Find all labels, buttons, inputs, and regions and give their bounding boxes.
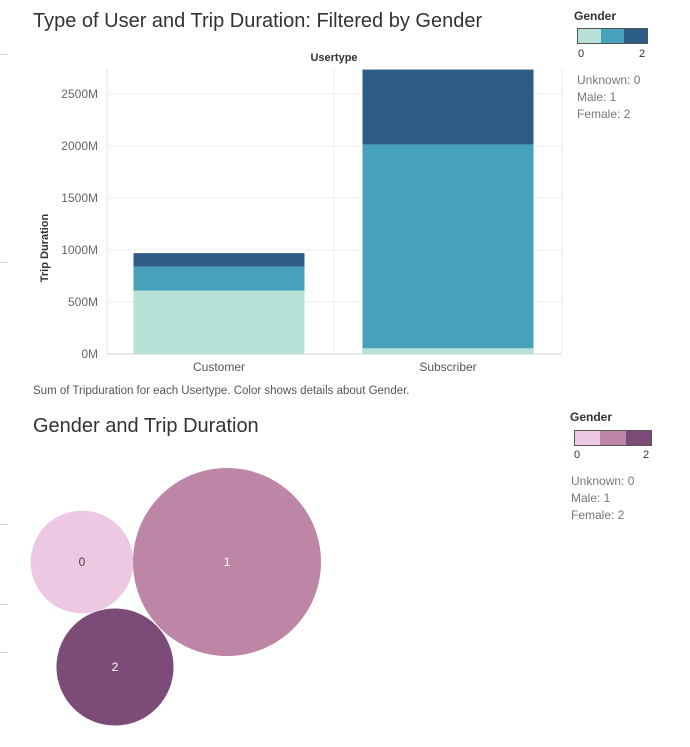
edge-divider xyxy=(0,262,8,263)
bubble-chart-title: Gender and Trip Duration xyxy=(33,415,259,437)
legend-swatch-2 xyxy=(625,431,651,445)
bar-segment-subscriber-gender-2[interactable] xyxy=(362,69,534,145)
y-axis-label: Trip Duration xyxy=(39,214,51,283)
y-tick-label: 500M xyxy=(68,295,98,309)
bubble-gender-2[interactable] xyxy=(56,608,174,726)
bubble-chart: 0 1 2 xyxy=(30,468,321,726)
bar-segment-customer-gender-1[interactable] xyxy=(133,266,305,291)
legend-note-female: Female: 2 xyxy=(577,107,631,121)
legend-note-unknown: Unknown: 0 xyxy=(571,474,635,488)
bar-color-legend[interactable] xyxy=(577,28,648,44)
x-tick-label: Subscriber xyxy=(419,360,476,374)
legend-note-female: Female: 2 xyxy=(571,508,625,522)
bubble-label: 0 xyxy=(79,555,86,569)
bar-legend-min: 0 xyxy=(578,48,585,60)
bar-segment-customer-gender-2[interactable] xyxy=(133,253,305,267)
edge-divider xyxy=(0,54,8,55)
legend-swatch-2 xyxy=(624,29,647,43)
bar-segment-subscriber-gender-0[interactable] xyxy=(362,348,534,354)
legend-note-male: Male: 1 xyxy=(571,491,611,505)
bubble-gender-1[interactable] xyxy=(133,468,321,656)
y-tick-label: 1500M xyxy=(61,191,98,205)
y-tick-label: 2000M xyxy=(61,139,98,153)
bar-segment-customer-gender-0[interactable] xyxy=(133,290,305,354)
bubble-legend-title: Gender xyxy=(570,410,613,424)
legend-swatch-0 xyxy=(578,29,601,43)
legend-swatch-1 xyxy=(600,431,626,445)
legend-note-unknown: Unknown: 0 xyxy=(577,73,641,87)
legend-swatch-0 xyxy=(575,431,601,445)
bubble-color-legend[interactable] xyxy=(574,430,652,446)
y-tick-label: 1000M xyxy=(61,243,98,257)
y-tick-label: 2500M xyxy=(61,87,98,101)
legend-swatch-1 xyxy=(601,29,624,43)
y-tick-label: 0M xyxy=(81,347,98,361)
bar-chart-title: Type of User and Trip Duration: Filtered… xyxy=(33,10,483,32)
bar-legend-notes: Unknown: 0 Male: 1 Female: 2 xyxy=(577,72,640,123)
bubble-legend-max: 2 xyxy=(643,449,650,461)
bubble-legend-notes: Unknown: 0 Male: 1 Female: 2 xyxy=(571,473,634,524)
edge-divider xyxy=(0,524,8,525)
legend-note-male: Male: 1 xyxy=(577,90,617,104)
edge-divider xyxy=(0,652,8,653)
bar-chart-caption: Sum of Tripduration for each Usertype. C… xyxy=(33,385,410,397)
x-tick-label: Customer xyxy=(193,360,245,374)
bar-legend-max: 2 xyxy=(639,48,646,60)
bar-legend-title: Gender xyxy=(574,9,617,23)
bar-segment-subscriber-gender-1[interactable] xyxy=(362,144,534,349)
edge-divider xyxy=(0,604,8,605)
bar-chart: Usertype Trip Duration 0M 500M 1000M 1500M 2… xyxy=(39,52,563,374)
chart-header-label: Usertype xyxy=(310,52,357,64)
bubble-gender-0[interactable] xyxy=(30,510,134,614)
bubble-label: 2 xyxy=(112,660,119,674)
bubble-legend-min: 0 xyxy=(574,449,581,461)
bubble-label: 1 xyxy=(224,555,231,569)
